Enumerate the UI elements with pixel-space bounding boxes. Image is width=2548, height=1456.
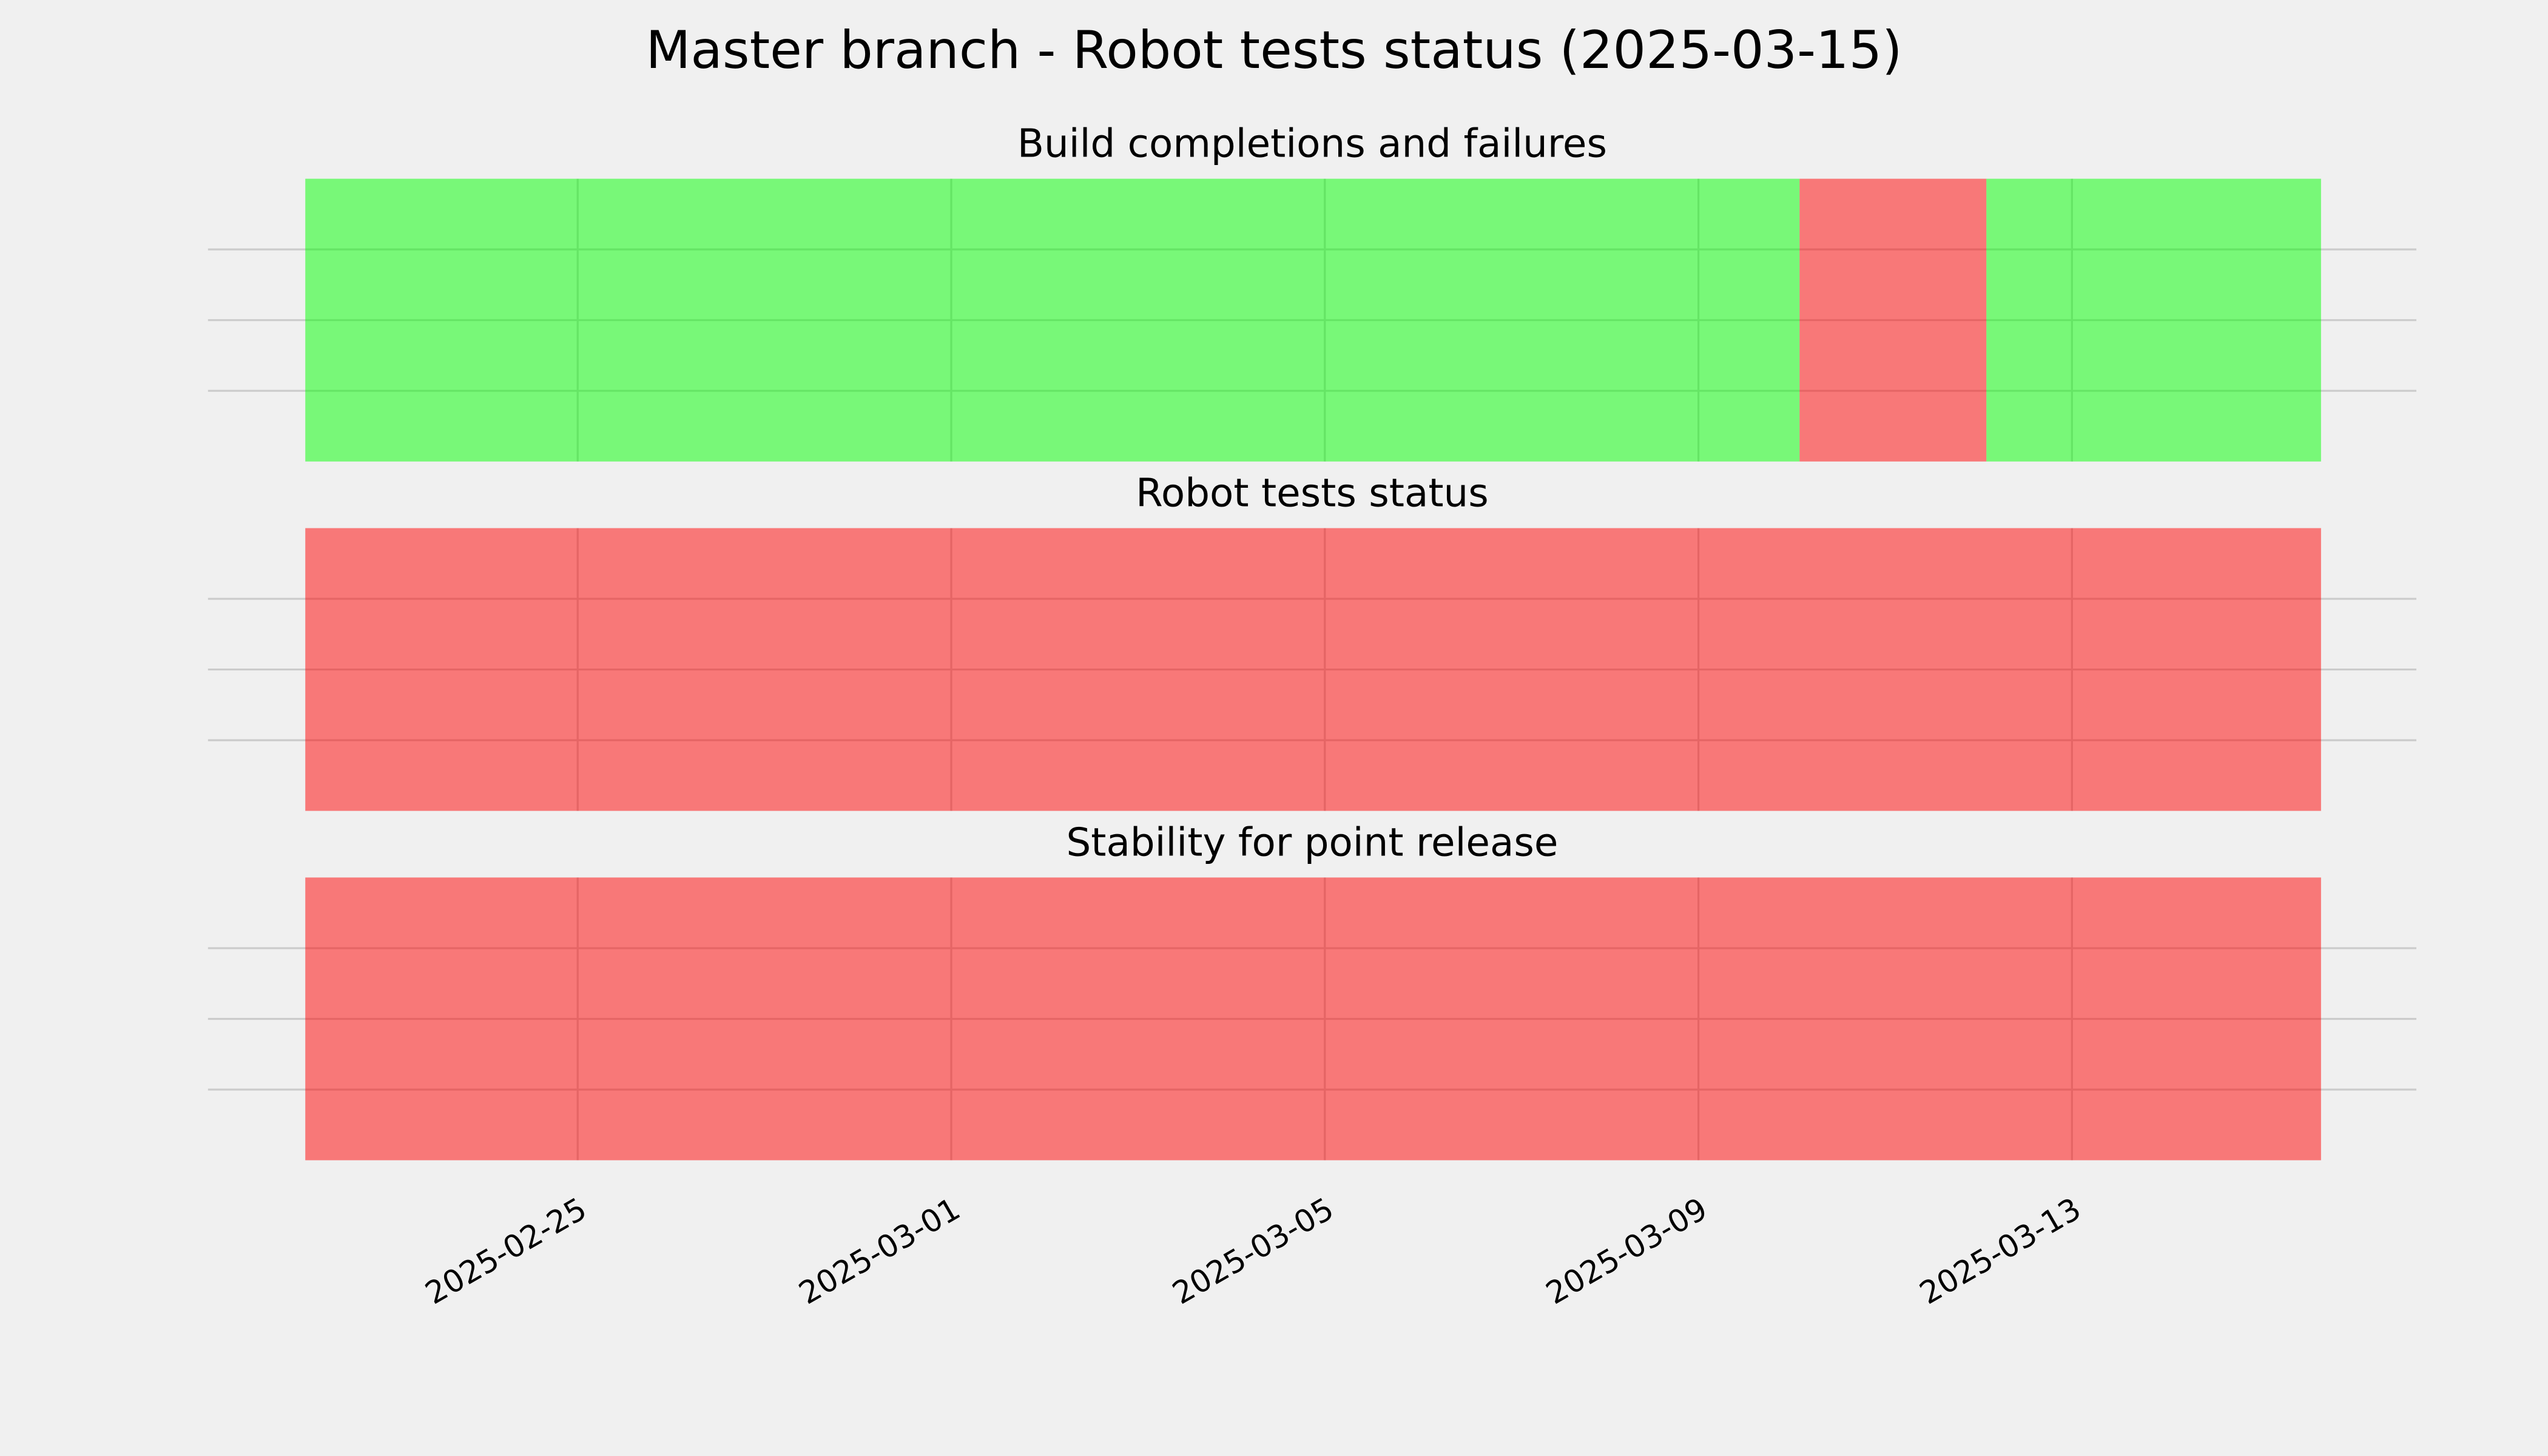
status-span bbox=[305, 178, 1800, 462]
status-span bbox=[1799, 178, 1987, 462]
panel-title: Stability for point release bbox=[1067, 820, 1559, 865]
chart-title: Master branch - Robot tests status (2025… bbox=[645, 20, 1902, 81]
panel-title: Build completions and failures bbox=[1017, 121, 1607, 167]
panel-title: Robot tests status bbox=[1136, 471, 1489, 516]
status-span bbox=[305, 528, 2321, 811]
status-span bbox=[1986, 178, 2321, 462]
status-span bbox=[305, 877, 2321, 1161]
